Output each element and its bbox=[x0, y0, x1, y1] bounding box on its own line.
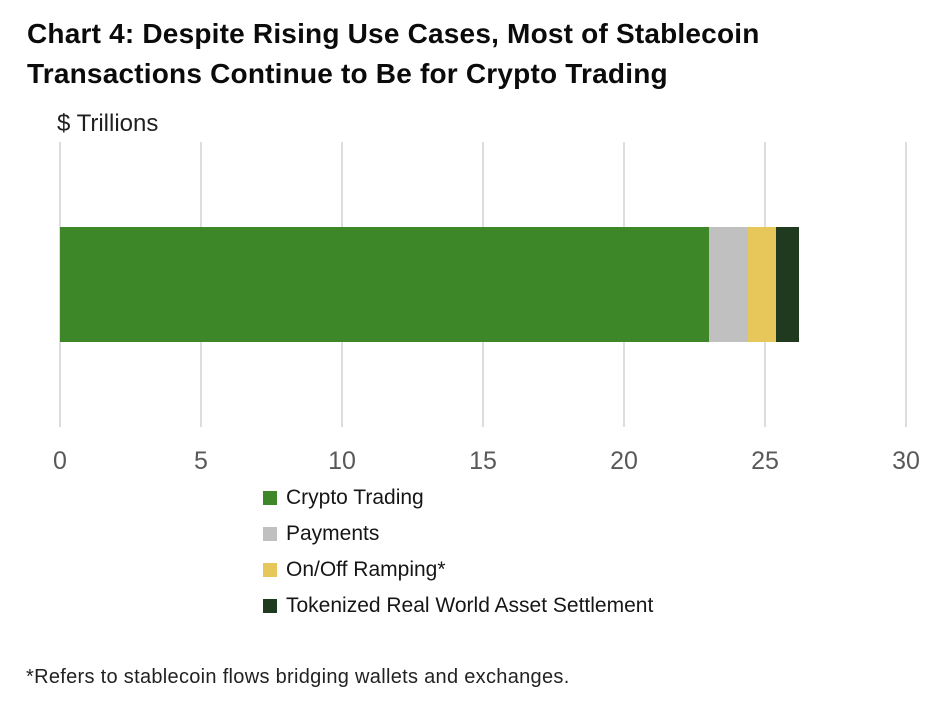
legend-label-crypto-trading: Crypto Trading bbox=[286, 486, 424, 509]
stacked-bar bbox=[60, 227, 906, 342]
bar-segment-on-off-ramping bbox=[748, 227, 777, 342]
legend-label-tokenized-real-world-asset-settlement: Tokenized Real World Asset Settlement bbox=[286, 594, 654, 617]
legend-swatch-crypto-trading bbox=[263, 491, 277, 505]
legend-item-payments: Payments bbox=[263, 516, 653, 552]
legend-swatch-payments bbox=[263, 527, 277, 541]
bar-segment-tokenized-real-world-asset-settlement bbox=[776, 227, 799, 342]
chart-footnote: *Refers to stablecoin flows bridging wal… bbox=[26, 666, 570, 688]
legend-item-tokenized-real-world-asset-settlement: Tokenized Real World Asset Settlement bbox=[263, 588, 653, 624]
x-tick-label-10: 10 bbox=[328, 447, 356, 475]
x-tick-label-20: 20 bbox=[610, 447, 638, 475]
legend-item-crypto-trading: Crypto Trading bbox=[263, 480, 653, 516]
x-tick-label-30: 30 bbox=[892, 447, 920, 475]
gridline-30 bbox=[905, 142, 907, 427]
legend-swatch-tokenized-real-world-asset-settlement bbox=[263, 599, 277, 613]
x-tick-label-15: 15 bbox=[469, 447, 497, 475]
legend-label-on-off-ramping: On/Off Ramping* bbox=[286, 558, 446, 581]
plot-area bbox=[59, 142, 907, 427]
x-axis-ticks: 0 5 10 15 20 25 30 bbox=[53, 447, 920, 479]
chart-title: Chart 4: Despite Rising Use Cases, Most … bbox=[27, 18, 760, 89]
legend: Crypto Trading Payments On/Off Ramping* Tok… bbox=[263, 480, 653, 624]
x-tick-label-25: 25 bbox=[751, 447, 779, 475]
legend-label-payments: Payments bbox=[286, 522, 380, 545]
bar-segment-crypto-trading bbox=[60, 227, 709, 342]
axis-unit-label: $ Trillions bbox=[57, 110, 159, 137]
x-tick-label-0: 0 bbox=[53, 447, 67, 475]
bar-segment-payments bbox=[708, 227, 749, 342]
legend-swatch-on-off-ramping bbox=[263, 563, 277, 577]
x-tick-label-5: 5 bbox=[194, 447, 208, 475]
legend-item-on-off-ramping: On/Off Ramping* bbox=[263, 552, 653, 588]
